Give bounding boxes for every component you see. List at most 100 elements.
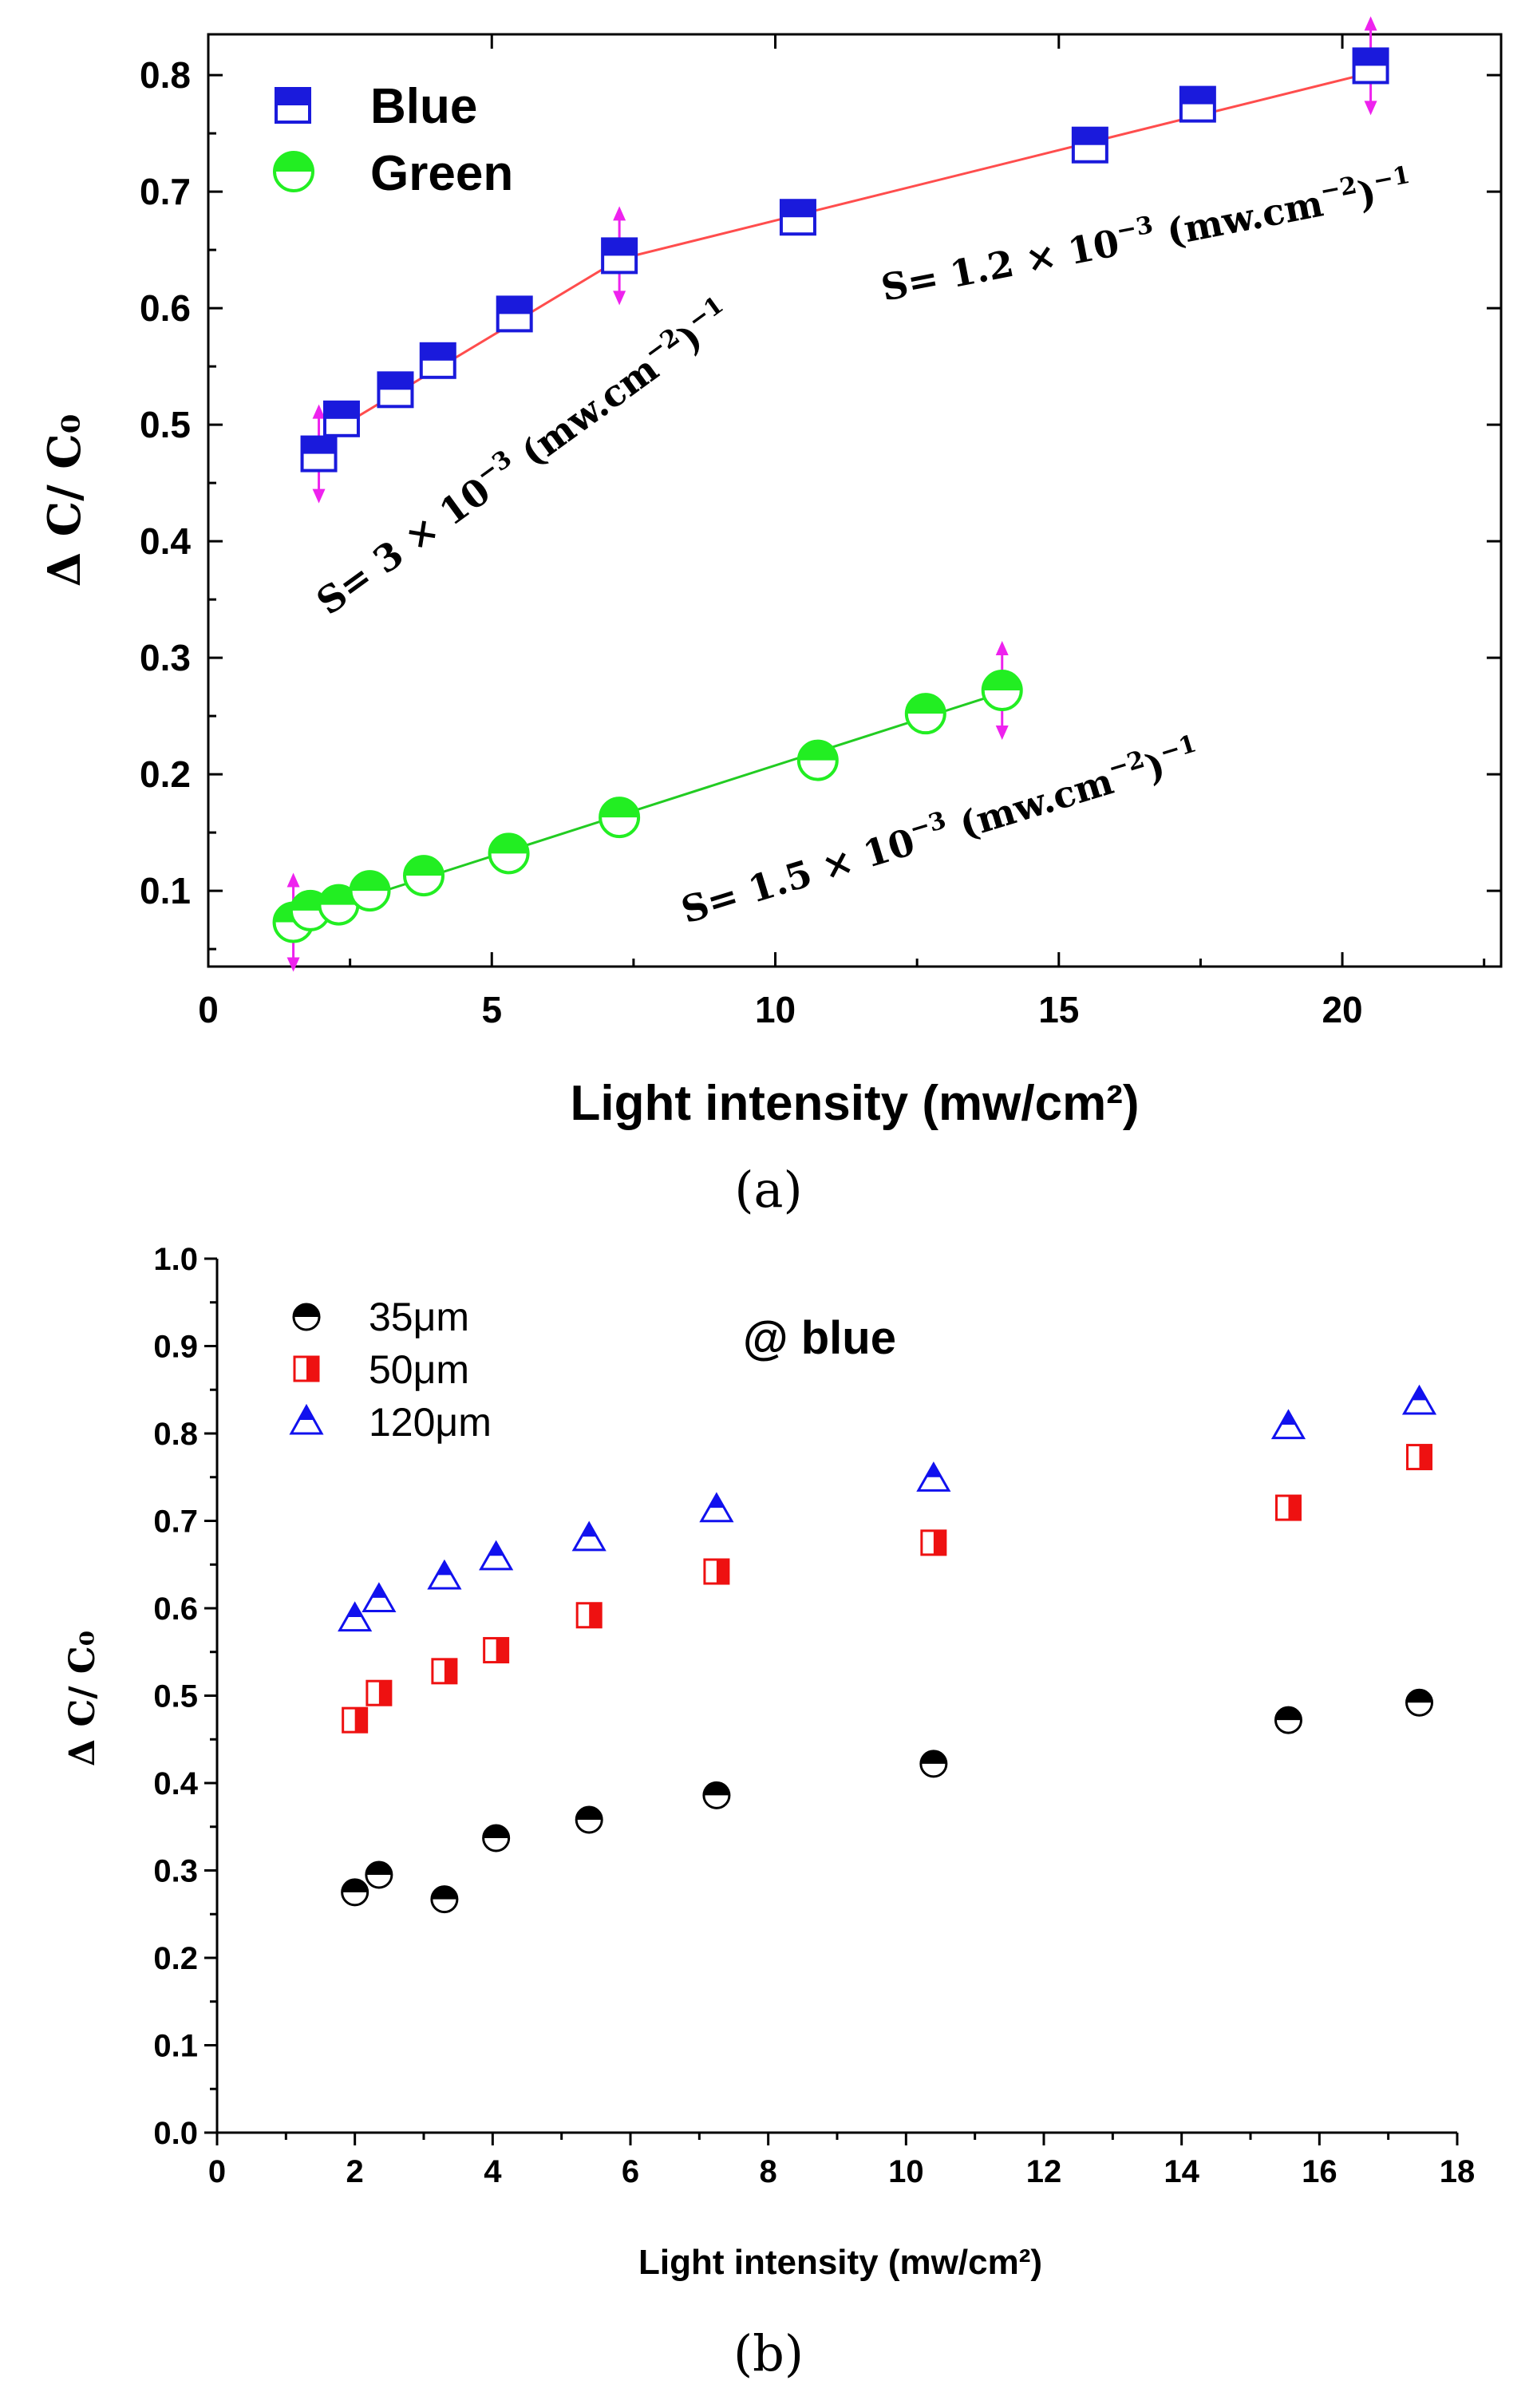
data-point-50um (365, 1679, 393, 1706)
y-tick-label-a: 0.8 (140, 54, 191, 96)
data-point-50um (703, 1558, 730, 1585)
data-point-35um (430, 1885, 459, 1914)
legend-label-120um: 120μm (369, 1400, 492, 1445)
x-tick-label-a: 5 (481, 989, 502, 1030)
y-tick-label-b: 0.8 (153, 1417, 198, 1452)
data-point-blue (300, 435, 338, 473)
data-point-blue (1071, 126, 1108, 164)
y-tick-label-b: 0.1 (153, 2029, 198, 2064)
annotation-slope-blue-low: S= 3 × 10−3 (mw.cm−2)−1 (306, 291, 739, 623)
plot-area-a (207, 33, 1503, 968)
x-tick-label-b: 6 (622, 2154, 639, 2189)
data-point-120um (916, 1461, 951, 1492)
x-tick-label-b: 4 (484, 2154, 502, 2189)
x-tick-label-b: 18 (1440, 2154, 1476, 2189)
data-point-blue (1352, 47, 1389, 85)
legend-b: 35μm 50μm 120μm (289, 1295, 492, 1445)
x-tick-label-b: 0 (208, 2154, 226, 2189)
fit-line-green (293, 691, 1003, 922)
y-axis-title-b: Δ C/ C₀ (62, 1631, 103, 1766)
legend-marker-35um (292, 1303, 321, 1331)
legend-label-50um: 50μm (369, 1347, 469, 1392)
legend-label-green: Green (370, 146, 513, 201)
data-point-35um (482, 1824, 511, 1852)
y-tick-label-a: 0.3 (140, 637, 191, 678)
data-point-120um (571, 1520, 607, 1552)
data-point-blue (377, 371, 414, 409)
x-tick-label-b: 12 (1026, 2154, 1062, 2189)
y-tick-label-b: 0.2 (153, 1941, 198, 1976)
axes-a-ticks: 0 5 10 15 20 0.1 0.2 0.3 0.4 0.5 0.6 0.7 0.8 (140, 34, 1501, 1030)
data-point-35um (365, 1860, 393, 1889)
data-point-35um (575, 1805, 603, 1834)
y-tick-label-b: 0.4 (153, 1766, 198, 1801)
data-point-50um (342, 1706, 369, 1734)
data-point-120um (479, 1540, 514, 1571)
annotation-slope-blue-high: S= 1.2 × 10−3 (mw.cm−2)−1 (877, 161, 1416, 310)
y-tick-label-b: 0.3 (153, 1854, 198, 1889)
data-point-green (488, 832, 530, 875)
x-tick-label-b: 10 (888, 2154, 924, 2189)
data-point-blue (601, 237, 638, 275)
data-point-50um (1274, 1494, 1302, 1521)
annotation-slope-green: S= 1.5 × 10−3 (mw.cm−2)−1 (675, 730, 1205, 931)
y-tick-label-b: 0.7 (153, 1505, 198, 1540)
data-point-120um (427, 1559, 462, 1590)
axes-b-ticks: 0 2 4 6 8 10 12 14 16 18 0.0 0.1 0.2 0.3 0.4 0.5 0.6 0.7 0… (153, 1242, 1475, 2189)
data-point-120um (362, 1582, 397, 1612)
data-point-35um (919, 1750, 948, 1778)
x-axis-title-b: Light intensity (mw/cm²) (638, 2243, 1042, 2282)
x-tick-label-b: 8 (760, 2154, 777, 2189)
x-tick-label-b: 16 (1302, 2154, 1337, 2189)
data-point-35um (702, 1781, 731, 1809)
y-tick-label-a: 0.2 (140, 753, 191, 795)
panel-a: 0 5 10 15 20 0.1 0.2 0.3 0.4 0.5 0.6 0.7 0.8 Blue Gr… (38, 16, 1503, 1219)
data-point-50um (920, 1529, 947, 1556)
legend-marker-green (273, 151, 314, 192)
y-axis-title-a: Δ C/ C₀ (38, 414, 91, 587)
y-tick-label-b: 1.0 (153, 1242, 198, 1277)
data-point-50um (431, 1658, 458, 1685)
x-tick-label-b: 2 (346, 2154, 364, 2189)
data-points-a (272, 47, 1389, 943)
data-point-green (904, 693, 946, 735)
legend-marker-120um (289, 1403, 324, 1435)
data-point-120um (699, 1492, 734, 1523)
x-tick-label-a: 0 (198, 989, 219, 1030)
data-point-green (349, 870, 391, 912)
data-point-green (318, 884, 360, 926)
y-tick-label-a: 0.6 (140, 287, 191, 329)
legend-marker-50um (293, 1355, 320, 1382)
data-point-50um (575, 1602, 603, 1629)
data-point-blue (322, 400, 360, 437)
data-point-green (796, 739, 839, 781)
data-point-50um (1406, 1444, 1433, 1471)
data-point-120um (1401, 1384, 1437, 1415)
data-point-120um (1270, 1409, 1306, 1440)
y-tick-label-b: 0.6 (153, 1591, 198, 1627)
y-tick-label-b: 0.9 (153, 1330, 198, 1365)
x-tick-label-a: 10 (755, 989, 796, 1030)
y-tick-label-a: 0.4 (140, 520, 191, 562)
data-point-35um (341, 1878, 369, 1907)
data-point-blue (779, 199, 816, 236)
y-tick-label-a: 0.1 (140, 870, 191, 911)
data-point-blue (496, 295, 533, 333)
error-bars-a (286, 16, 1377, 972)
data-point-blue (1179, 85, 1216, 123)
data-points-b (338, 1384, 1437, 1914)
data-point-green (981, 669, 1023, 711)
y-tick-label-a: 0.5 (140, 404, 191, 445)
data-point-green (403, 855, 445, 897)
legend-marker-blue (275, 87, 311, 124)
data-point-blue (419, 342, 456, 379)
x-tick-label-a: 20 (1322, 989, 1362, 1030)
data-point-green (599, 797, 641, 839)
legend-a: Blue Green (273, 79, 513, 201)
x-axis-title-a: Light intensity (mw/cm²) (571, 1076, 1140, 1131)
chart-title-b: @ blue (743, 1312, 896, 1364)
y-tick-label-b: 0.5 (153, 1679, 198, 1714)
x-tick-label-a: 15 (1038, 989, 1079, 1030)
legend-label-35um: 35μm (369, 1295, 469, 1339)
